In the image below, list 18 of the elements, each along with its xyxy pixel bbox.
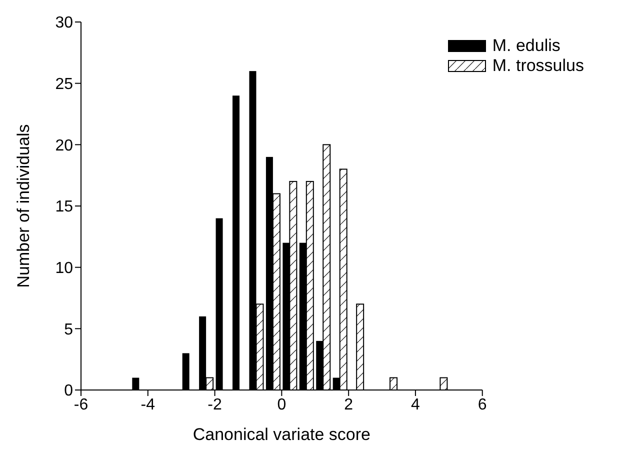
y-tick-label: 15 [55, 198, 74, 216]
x-tick-label: -6 [74, 396, 88, 414]
y-axis-title: Number of individuals [14, 124, 34, 288]
x-tick-label: 6 [478, 396, 487, 414]
x-tick-label: -2 [208, 396, 222, 414]
x-tick-label: 0 [277, 396, 286, 414]
x-tick-label: 4 [411, 396, 420, 414]
y-tick-label: 0 [64, 382, 74, 400]
y-tick-label: 10 [55, 260, 74, 278]
x-axis-title: Canonical variate score [192, 425, 371, 444]
y-tick-label: 20 [55, 137, 74, 154]
y-tick-label: 5 [64, 321, 74, 338]
legend-label: M. edulis [492, 36, 560, 56]
x-tick-label: -4 [140, 396, 156, 414]
y-tick-label: 30 [55, 14, 74, 32]
y-tick-label: 25 [55, 76, 74, 94]
legend-label: M. trossulus [492, 56, 584, 76]
x-tick-label: 2 [344, 396, 354, 414]
